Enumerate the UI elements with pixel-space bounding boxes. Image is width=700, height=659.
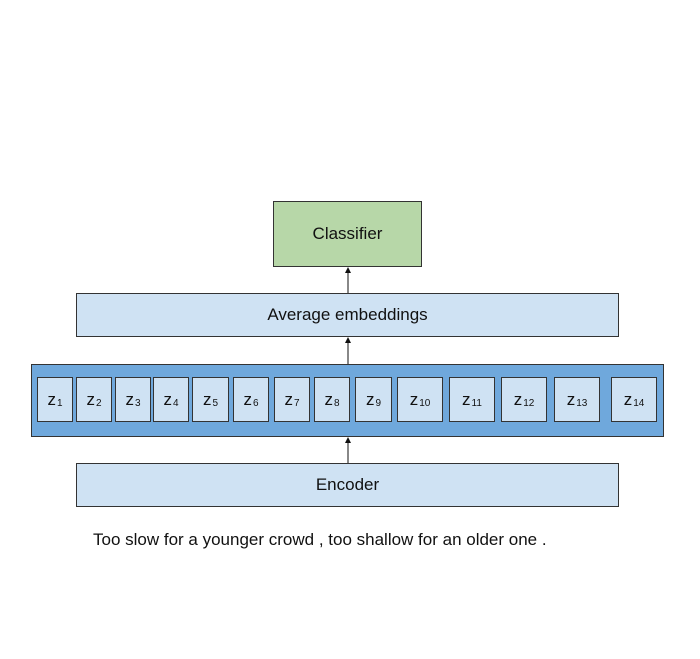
latent-base: z bbox=[566, 389, 576, 409]
latent-base: z bbox=[623, 389, 633, 409]
latent-base: z bbox=[324, 389, 333, 409]
average-embeddings-label: Average embeddings bbox=[267, 305, 428, 324]
latent-subscript: 1 bbox=[56, 398, 63, 409]
latent-subscript: 12 bbox=[523, 398, 535, 409]
latent-subscript: 3 bbox=[134, 398, 141, 409]
latent-base: z bbox=[284, 389, 293, 409]
latent-base: z bbox=[513, 389, 523, 409]
classifier-label: Classifier bbox=[312, 224, 383, 243]
latent-base: z bbox=[365, 389, 375, 409]
encoder-label: Encoder bbox=[315, 475, 380, 494]
classifier-box: Classifier bbox=[273, 201, 422, 267]
latent-subscript: 10 bbox=[419, 398, 431, 409]
latent-box-10: z 10 bbox=[397, 377, 443, 422]
latent-box-14: z 14 bbox=[611, 377, 657, 422]
latent-subscript: 14 bbox=[633, 398, 645, 409]
latent-base: z bbox=[47, 389, 56, 409]
latent-base: z bbox=[86, 389, 95, 409]
latent-subscript: 11 bbox=[471, 398, 482, 409]
latent-box-12: z 12 bbox=[501, 377, 547, 422]
latent-base: z bbox=[163, 389, 172, 409]
latent-subscript: 2 bbox=[95, 398, 102, 409]
average-embeddings-box: Average embeddings bbox=[76, 293, 619, 337]
latent-base: z bbox=[243, 389, 252, 409]
latent-box-11: z 11 bbox=[449, 377, 495, 422]
latent-base: z bbox=[125, 389, 134, 409]
latent-subscript: 8 bbox=[333, 398, 340, 409]
latent-base: z bbox=[462, 389, 471, 409]
latent-base: z bbox=[409, 389, 419, 409]
encoder-box: Encoder bbox=[76, 463, 619, 507]
latent-base: z bbox=[202, 389, 212, 409]
latent-subscript: 13 bbox=[576, 398, 588, 409]
latent-subscript: 9 bbox=[375, 398, 382, 409]
latent-subscript: 5 bbox=[212, 398, 219, 409]
latent-subscript: 4 bbox=[172, 398, 179, 409]
latent-box-13: z 13 bbox=[554, 377, 600, 422]
latent-subscript: 6 bbox=[252, 398, 259, 409]
latent-subscript: 7 bbox=[293, 398, 300, 409]
input-sentence: Too slow for a younger crowd , too shall… bbox=[93, 530, 547, 549]
